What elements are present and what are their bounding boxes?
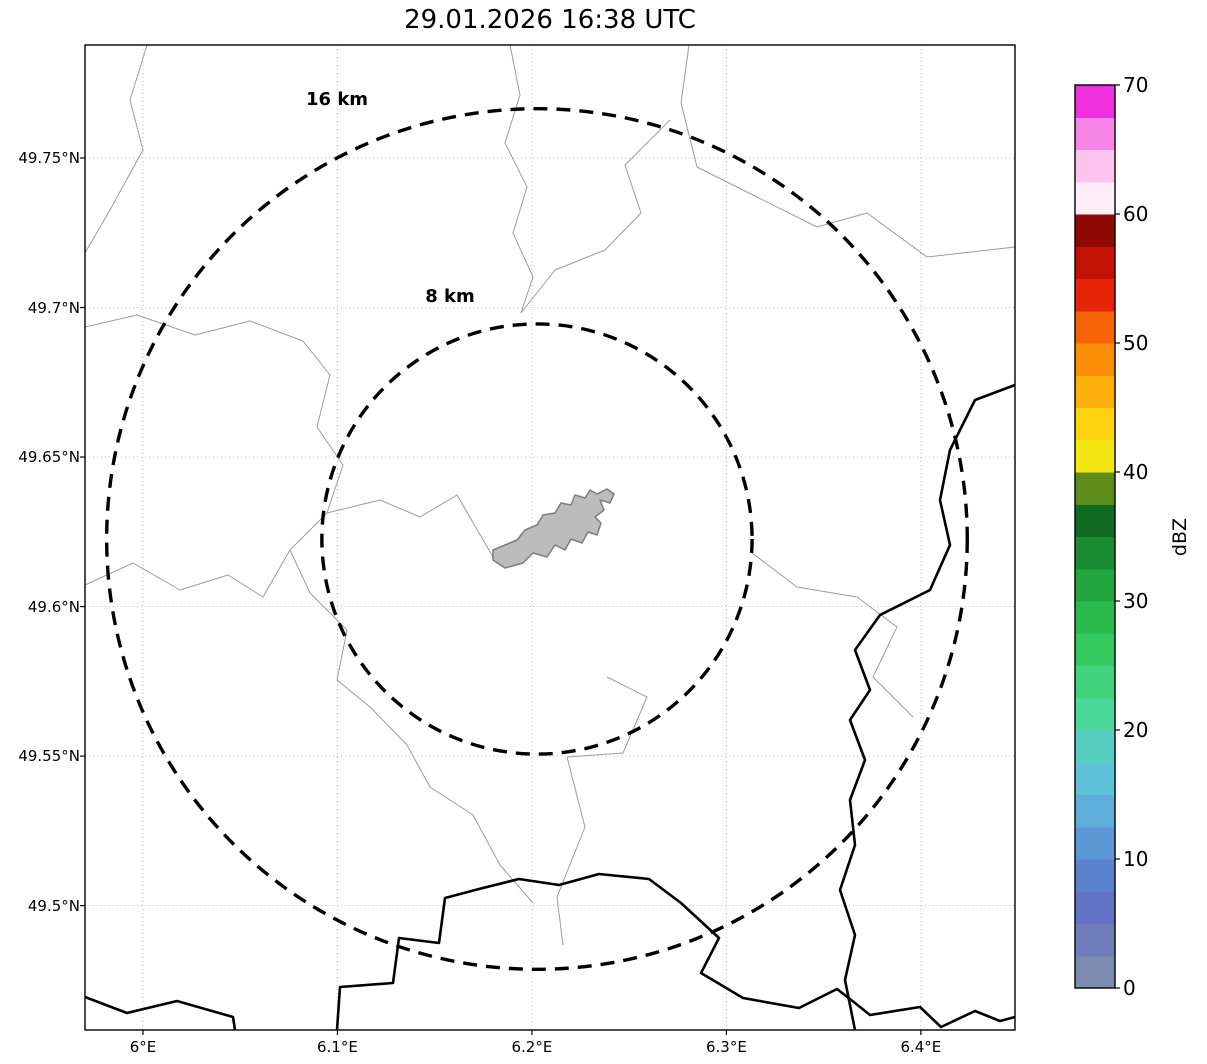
colorbar-segment [1075,343,1115,376]
x-tick-label: 6.4°E [900,1038,942,1056]
y-tick-label: 49.65°N [18,448,80,467]
colorbar-segment [1075,278,1115,312]
x-tick-label: 6.3°E [705,1038,747,1056]
urban-area-polygon [492,488,615,569]
admin-boundary-line [84,44,148,254]
border-river-line [838,383,1016,1031]
colorbar-tick-label: 30 [1123,589,1149,613]
admin-boundary-line [504,44,534,314]
colorbar-tick-label: 10 [1123,847,1149,871]
colorbar-segment [1075,310,1115,344]
range-ring-label-8km: 8 km [425,286,475,307]
colorbar-segment [1075,504,1115,538]
y-tick-label: 49.55°N [18,747,80,766]
colorbar-segment [1075,794,1115,828]
colorbar-segment [1075,181,1115,215]
border-river-line [335,872,1016,1031]
axes-frame [84,44,1016,1031]
colorbar-tick-label: 70 [1123,73,1149,97]
range-ring-label-16km: 16 km [306,89,368,110]
chart-title: 29.01.2026 16:38 UTC [404,5,696,35]
colorbar-segment [1075,149,1115,183]
colorbar-segment [1075,407,1115,441]
y-tick-label: 49.6°N [27,597,80,616]
admin-boundary-line [556,756,586,946]
colorbar-segment [1075,859,1115,892]
colorbar-segment [1075,472,1115,505]
admin-boundary-line [289,549,534,904]
map-plot: 8 km 16 km [80,44,1016,1035]
admin-boundary-line [84,314,344,551]
colorbar-segment [1075,117,1115,151]
x-tick-label: 6.2°E [511,1038,553,1056]
colorbar [1074,84,1120,989]
colorbar-segment [1075,730,1115,763]
colorbar-tick-label: 50 [1123,331,1149,355]
colorbar-segment [1075,826,1115,860]
colorbar-tick-label: 40 [1123,460,1149,484]
colorbar-segment [1075,955,1115,989]
colorbar-tick-label: 0 [1123,976,1136,1000]
colorbar-segment [1075,601,1115,634]
border-river-line [84,995,237,1031]
colorbar-segment [1075,665,1115,699]
y-tick-label: 49.7°N [27,298,80,317]
colorbar-frame [1074,84,1116,989]
colorbar-segment [1075,762,1115,796]
colorbar-segment [1075,923,1115,957]
admin-boundary-line [520,119,671,314]
colorbar-segment [1075,568,1115,602]
range-ring-16km [104,106,969,971]
colorbar-tick-label: 60 [1123,202,1149,226]
admin-boundary-line [680,44,1016,258]
colorbar-segment [1075,85,1115,118]
admin-boundary-line [84,549,291,598]
colorbar-segment [1075,633,1115,667]
colorbar-tick-label: 20 [1123,718,1149,742]
y-tick-label: 49.75°N [18,149,80,168]
admin-boundary-line [751,552,914,718]
colorbar-label: dBZ [1169,517,1191,557]
x-tick-label: 6°E [129,1038,157,1056]
colorbar-segment [1075,439,1115,473]
colorbar-segment [1075,375,1115,409]
colorbar-segment [1075,246,1115,280]
colorbar-segment [1075,891,1115,925]
admin-boundary-line [566,676,648,758]
colorbar-segment [1075,214,1115,247]
admin-boundary-line [326,494,494,558]
y-tick-label: 49.5°N [27,896,80,915]
x-tick-label: 6.1°E [317,1038,358,1056]
colorbar-segment [1075,536,1115,570]
colorbar-segment [1075,697,1115,731]
